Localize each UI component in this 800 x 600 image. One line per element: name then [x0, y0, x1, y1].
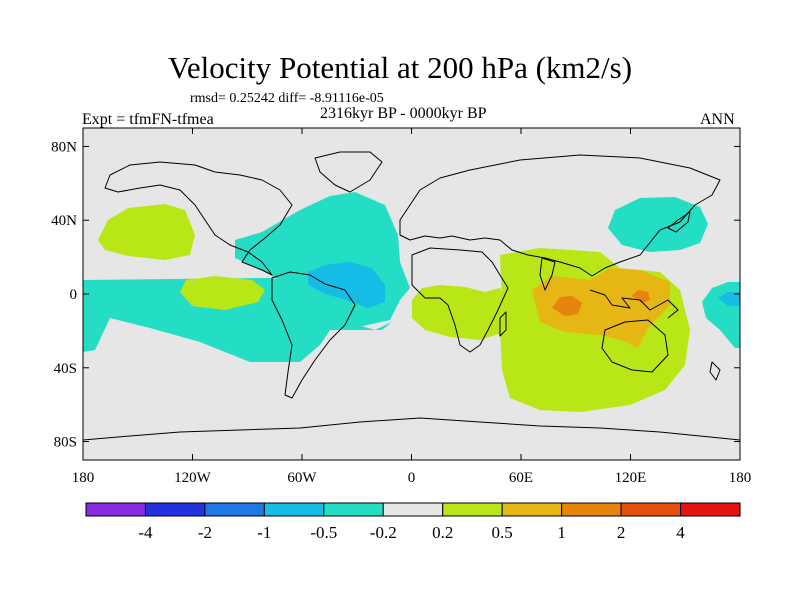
contour-region-amazon-negative-core [308, 262, 385, 308]
lon-tick-label: 180 [729, 470, 752, 486]
colorbar-swatch [382, 502, 444, 517]
contour-region-north-pacific-negative [608, 197, 708, 252]
colorbar-swatch [680, 502, 741, 517]
colorbar-swatch [263, 502, 325, 517]
period-label: 2316kyr BP - 0000kyr BP [320, 105, 487, 122]
lon-tick-label: 120E [615, 470, 647, 486]
colorbar-label: -2 [198, 523, 212, 542]
colorbar-label: 4 [676, 523, 685, 542]
contour-region-north-pacific-positive [98, 204, 195, 260]
colorbar-swatch [85, 502, 146, 517]
lon-tick-label: 60E [509, 470, 533, 486]
contour-region-maritime-positive-core [532, 268, 670, 348]
lat-tick-label: 40N [51, 213, 77, 229]
colorbar-label: 0.5 [492, 523, 513, 542]
coastline-antarctica [83, 417, 740, 441]
colorbar-swatch [561, 502, 622, 517]
lat-tick-label: 80N [51, 139, 77, 155]
colorbar-label: -0.2 [370, 523, 397, 542]
contour-region-pacific-warm-pool-maximum [632, 290, 650, 303]
coastline-india [539, 257, 556, 291]
coastline-south-america [271, 271, 356, 399]
contour-region-africa-positive [412, 285, 512, 340]
lon-tick-label: 0 [408, 470, 416, 486]
colorbar-swatch [204, 502, 265, 517]
coastline-africa [411, 247, 509, 353]
colorbar-swatch [501, 502, 563, 517]
contour-region-dateline-negative-core [718, 292, 740, 306]
experiment-label: Expt = tfmFN-tfmea [82, 111, 214, 128]
stats-label: rmsd= 0.25242 diff= -8.91116e-05 [190, 91, 384, 106]
colorbar-label: -1 [257, 523, 271, 542]
lat-tick-label: 80S [54, 435, 77, 451]
coastline-greenland [314, 151, 383, 193]
coastline-north-america [104, 161, 293, 276]
colorbar-swatch [144, 502, 206, 517]
colorbar-swatch [442, 502, 503, 517]
colorbar-label: 2 [617, 523, 626, 542]
colorbar-label: 1 [557, 523, 566, 542]
lat-tick-label: 0 [70, 287, 78, 303]
colorbar-label: 0.2 [432, 523, 453, 542]
coastlines [83, 151, 740, 441]
coastline-new-zealand [709, 361, 721, 381]
colorbar-swatch [620, 502, 682, 517]
lon-tick-label: 180 [72, 470, 95, 486]
colorbar-label: -0.5 [310, 523, 337, 542]
colorbar-swatch [323, 502, 384, 517]
colorbar-label: -4 [138, 523, 153, 542]
coastline-maritime-continent [589, 289, 679, 319]
coastline-madagascar [499, 311, 507, 337]
lon-tick-label: 120W [174, 470, 212, 486]
coastline-australia [601, 319, 669, 373]
coastline-europe-asia [399, 154, 721, 277]
contour-region-east-pacific-positive [180, 276, 265, 310]
contour-region-indian-ocean-maximum [552, 296, 582, 316]
map-title: Velocity Potential at 200 hPa (km2/s) [167, 50, 633, 85]
coastline-japan [667, 211, 691, 233]
lat-tick-label: 40S [54, 361, 77, 377]
season-label: ANN [700, 111, 735, 128]
lon-tick-label: 60W [287, 470, 317, 486]
